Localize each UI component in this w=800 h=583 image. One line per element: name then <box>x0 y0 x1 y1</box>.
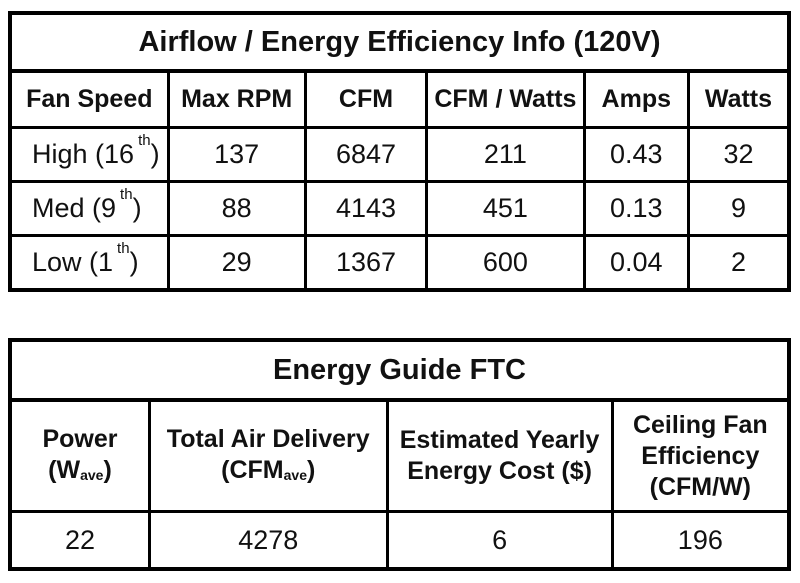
header-unit-close: ) <box>103 455 112 484</box>
header-line: Ceiling Fan <box>632 410 768 439</box>
cell-fan-speed-low: Low (1 th) <box>8 234 170 292</box>
header-line: Total Air Delivery <box>166 424 370 453</box>
cell-fan-speed-high: High (16 th) <box>8 126 170 183</box>
header-line: Estimated Yearly <box>399 426 600 454</box>
unit-subscript: ave <box>80 466 104 483</box>
column-header-power: Power (Wave) <box>8 398 151 513</box>
table-row-high: High (16 th) 137 6847 211 0.43 32 <box>8 126 791 183</box>
fan-speed-paren: ) <box>150 139 160 169</box>
header-line: Energy Cost ($) <box>407 457 592 485</box>
column-header-total-air-delivery: Total Air Delivery (CFMave) <box>147 398 389 513</box>
cell-cfm: 6847 <box>303 126 429 183</box>
cell-cfm: 4143 <box>303 180 429 237</box>
ordinal-superscript: th <box>138 132 151 149</box>
airflow-table-title: Airflow / Energy Efficiency Info (120V) <box>8 11 791 73</box>
cell-amps: 0.13 <box>582 180 690 237</box>
fan-speed-text: Low (1 <box>32 247 114 277</box>
header-unit: (CFM/W) <box>649 472 751 501</box>
fan-speed-paren: ) <box>132 193 142 223</box>
cell-watts: 32 <box>686 126 791 183</box>
energy-guide-table: Energy Guide FTC Power (Wave) Total Air … <box>8 338 791 571</box>
column-header-watts: Watts <box>686 69 791 129</box>
fan-speed-text: Med (9 <box>32 193 117 223</box>
column-header-fan-speed: Fan Speed <box>8 69 170 129</box>
energy-guide-header-row: Power (Wave) Total Air Delivery (CFMave)… <box>8 398 791 513</box>
header-unit: (W <box>48 455 81 484</box>
column-header-yearly-energy-cost: Estimated Yearly Energy Cost ($) <box>385 398 614 513</box>
ordinal-superscript: th <box>117 240 130 257</box>
cell-amps: 0.04 <box>582 234 690 292</box>
fan-speed-text: High (16 <box>32 139 135 169</box>
header-unit-close: ) <box>306 455 316 484</box>
cell-cfm-per-watts: 211 <box>425 126 586 183</box>
column-header-max-rpm: Max RPM <box>166 69 307 129</box>
cell-max-rpm: 88 <box>166 180 307 237</box>
cell-yearly-energy-cost: 6 <box>385 510 614 571</box>
table-row-med: Med (9 th) 88 4143 451 0.13 9 <box>8 180 791 237</box>
energy-guide-title-row: Energy Guide FTC <box>8 338 791 402</box>
fan-speed-paren: ) <box>129 247 139 277</box>
energy-guide-values-row: 22 4278 6 196 <box>8 510 791 571</box>
cell-total-air-delivery: 4278 <box>147 510 389 571</box>
airflow-title-row: Airflow / Energy Efficiency Info (120V) <box>8 11 791 73</box>
airflow-energy-table: Airflow / Energy Efficiency Info (120V) … <box>8 11 791 292</box>
cell-cfm-per-watts: 451 <box>425 180 586 237</box>
airflow-header-row: Fan Speed Max RPM CFM CFM / Watts Amps W… <box>8 69 791 129</box>
header-line: Power <box>42 424 118 453</box>
cell-amps: 0.43 <box>582 126 690 183</box>
cell-ceiling-fan-efficiency: 196 <box>610 510 791 571</box>
header-unit: (CFM <box>221 455 284 484</box>
column-header-cfm-per-watts: CFM / Watts <box>425 69 586 129</box>
cell-max-rpm: 29 <box>166 234 307 292</box>
cell-max-rpm: 137 <box>166 126 307 183</box>
cell-watts: 9 <box>686 180 791 237</box>
cell-cfm-per-watts: 600 <box>425 234 586 292</box>
cell-cfm: 1367 <box>303 234 429 292</box>
unit-subscript: ave <box>283 466 307 483</box>
header-line: Efficiency <box>641 441 760 470</box>
column-header-amps: Amps <box>582 69 690 129</box>
energy-guide-title: Energy Guide FTC <box>8 338 791 402</box>
cell-fan-speed-med: Med (9 th) <box>8 180 170 237</box>
cell-watts: 2 <box>686 234 791 292</box>
cell-power-wave: 22 <box>8 510 151 571</box>
column-header-ceiling-fan-efficiency: Ceiling Fan Efficiency (CFM/W) <box>610 398 791 513</box>
ordinal-superscript: th <box>120 186 133 203</box>
column-header-cfm: CFM <box>303 69 429 129</box>
table-row-low: Low (1 th) 29 1367 600 0.04 2 <box>8 234 791 292</box>
